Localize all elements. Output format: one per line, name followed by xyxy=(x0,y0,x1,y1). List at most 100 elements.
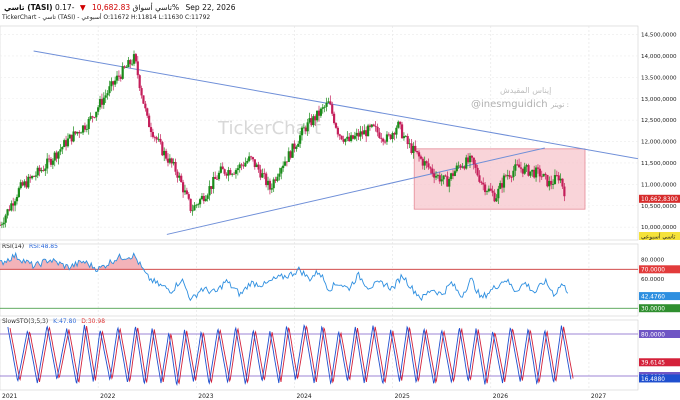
candle-body xyxy=(542,173,545,177)
price-tick-label: 11,500,0000 xyxy=(641,161,677,167)
candle-body xyxy=(219,166,222,173)
candle-body xyxy=(204,198,207,202)
candle-body xyxy=(333,113,336,124)
candle-body xyxy=(295,146,298,149)
support-trendline xyxy=(166,147,545,235)
pane-frame xyxy=(0,319,639,391)
candle-body xyxy=(323,106,326,108)
candle-body xyxy=(310,118,313,126)
candle-body xyxy=(329,101,332,105)
candle-body xyxy=(553,175,557,185)
candle-body xyxy=(178,175,181,178)
candle-body xyxy=(308,118,311,123)
candle-body xyxy=(480,181,483,183)
price-tick-label: 13,500,0000 xyxy=(641,75,677,81)
candle-body xyxy=(134,54,138,62)
candle-body xyxy=(64,140,68,147)
candle-body xyxy=(36,167,39,176)
price-tick-label: 11,000,0000 xyxy=(641,182,677,188)
candle-body xyxy=(78,131,81,134)
candle-body xyxy=(183,190,187,193)
candle-body xyxy=(319,108,322,116)
candle-body xyxy=(57,151,60,159)
candle-body xyxy=(151,131,154,137)
chart-date: Sep 22, 2026 xyxy=(185,3,236,12)
candle-body xyxy=(215,178,219,180)
candle-body xyxy=(53,152,56,161)
candle-body xyxy=(382,138,385,142)
candle-body xyxy=(249,156,253,158)
candle-body xyxy=(59,149,62,152)
candle-body xyxy=(117,75,121,77)
candle-body xyxy=(340,135,343,140)
candle-body xyxy=(165,150,168,159)
candle-body xyxy=(416,150,419,153)
last-price: 10,682.83 xyxy=(91,3,131,12)
candle-body xyxy=(327,101,330,103)
candle-body xyxy=(176,171,179,178)
candle-body xyxy=(223,169,226,174)
candle-body xyxy=(180,175,183,183)
candle-body xyxy=(299,135,302,144)
candle-body xyxy=(232,173,236,175)
rsi-legend: RSI(14) RSI:48.85 xyxy=(2,243,58,250)
chart-header: تاسي (TASI) تاسي أسواق 10,682.83 ▼ -0.17… xyxy=(4,3,235,12)
candle-body xyxy=(2,222,5,225)
candle-body xyxy=(15,196,19,202)
candle-body xyxy=(419,156,423,159)
candle-body xyxy=(10,203,13,211)
candle-body xyxy=(80,132,83,134)
candle-body xyxy=(123,66,126,68)
stoch-k-tag: 39.6145 xyxy=(641,361,665,367)
year-tick-label: 2021 xyxy=(2,393,17,400)
candle-body xyxy=(500,183,504,188)
candle-body xyxy=(17,188,20,197)
candle-body xyxy=(72,131,75,142)
candle-body xyxy=(387,134,390,136)
candle-body xyxy=(546,174,549,187)
candle-body xyxy=(87,119,90,130)
candle-body xyxy=(44,168,47,171)
candle-body xyxy=(108,86,111,94)
candle-body xyxy=(253,159,256,168)
candle-body xyxy=(225,173,228,176)
down-arrow-icon: ▼ xyxy=(79,3,86,12)
candle-body xyxy=(106,93,109,96)
candle-body xyxy=(525,165,528,167)
candle-body xyxy=(506,175,509,177)
candle-body xyxy=(274,179,277,181)
stoch-k-line xyxy=(7,323,572,386)
candle-body xyxy=(468,155,472,163)
candle-body xyxy=(508,175,511,178)
candle-body xyxy=(46,158,49,169)
candle-body xyxy=(98,99,102,108)
candle-body xyxy=(187,194,190,199)
candle-body xyxy=(491,190,494,193)
rsi-upper-tag-bg xyxy=(639,265,680,274)
interval-tag: تاسي أسبوعي xyxy=(641,232,676,240)
rsi-overbought-fill xyxy=(0,253,568,270)
candle-body xyxy=(283,161,287,166)
candle-body xyxy=(438,175,441,182)
candle-body xyxy=(457,165,460,167)
candle-body xyxy=(484,184,487,193)
candle-body xyxy=(516,164,519,166)
candle-body xyxy=(159,138,162,143)
candle-body xyxy=(427,163,430,168)
candle-body xyxy=(136,61,139,76)
price-tick-label: 14,000,0000 xyxy=(641,54,677,60)
rsi-current-tag-bg xyxy=(639,292,680,301)
candle-body xyxy=(461,166,464,168)
candle-body xyxy=(25,181,28,188)
price-tick-label: 14,500,0000 xyxy=(641,33,677,39)
candle-body xyxy=(559,178,562,181)
candle-body xyxy=(410,143,413,154)
candle-body xyxy=(423,161,426,166)
candle-body xyxy=(174,161,177,172)
candle-body xyxy=(557,175,560,181)
candle-body xyxy=(346,136,349,139)
year-tick-label: 2022 xyxy=(100,393,115,400)
candle-body xyxy=(280,168,283,174)
candle-body xyxy=(306,122,309,132)
